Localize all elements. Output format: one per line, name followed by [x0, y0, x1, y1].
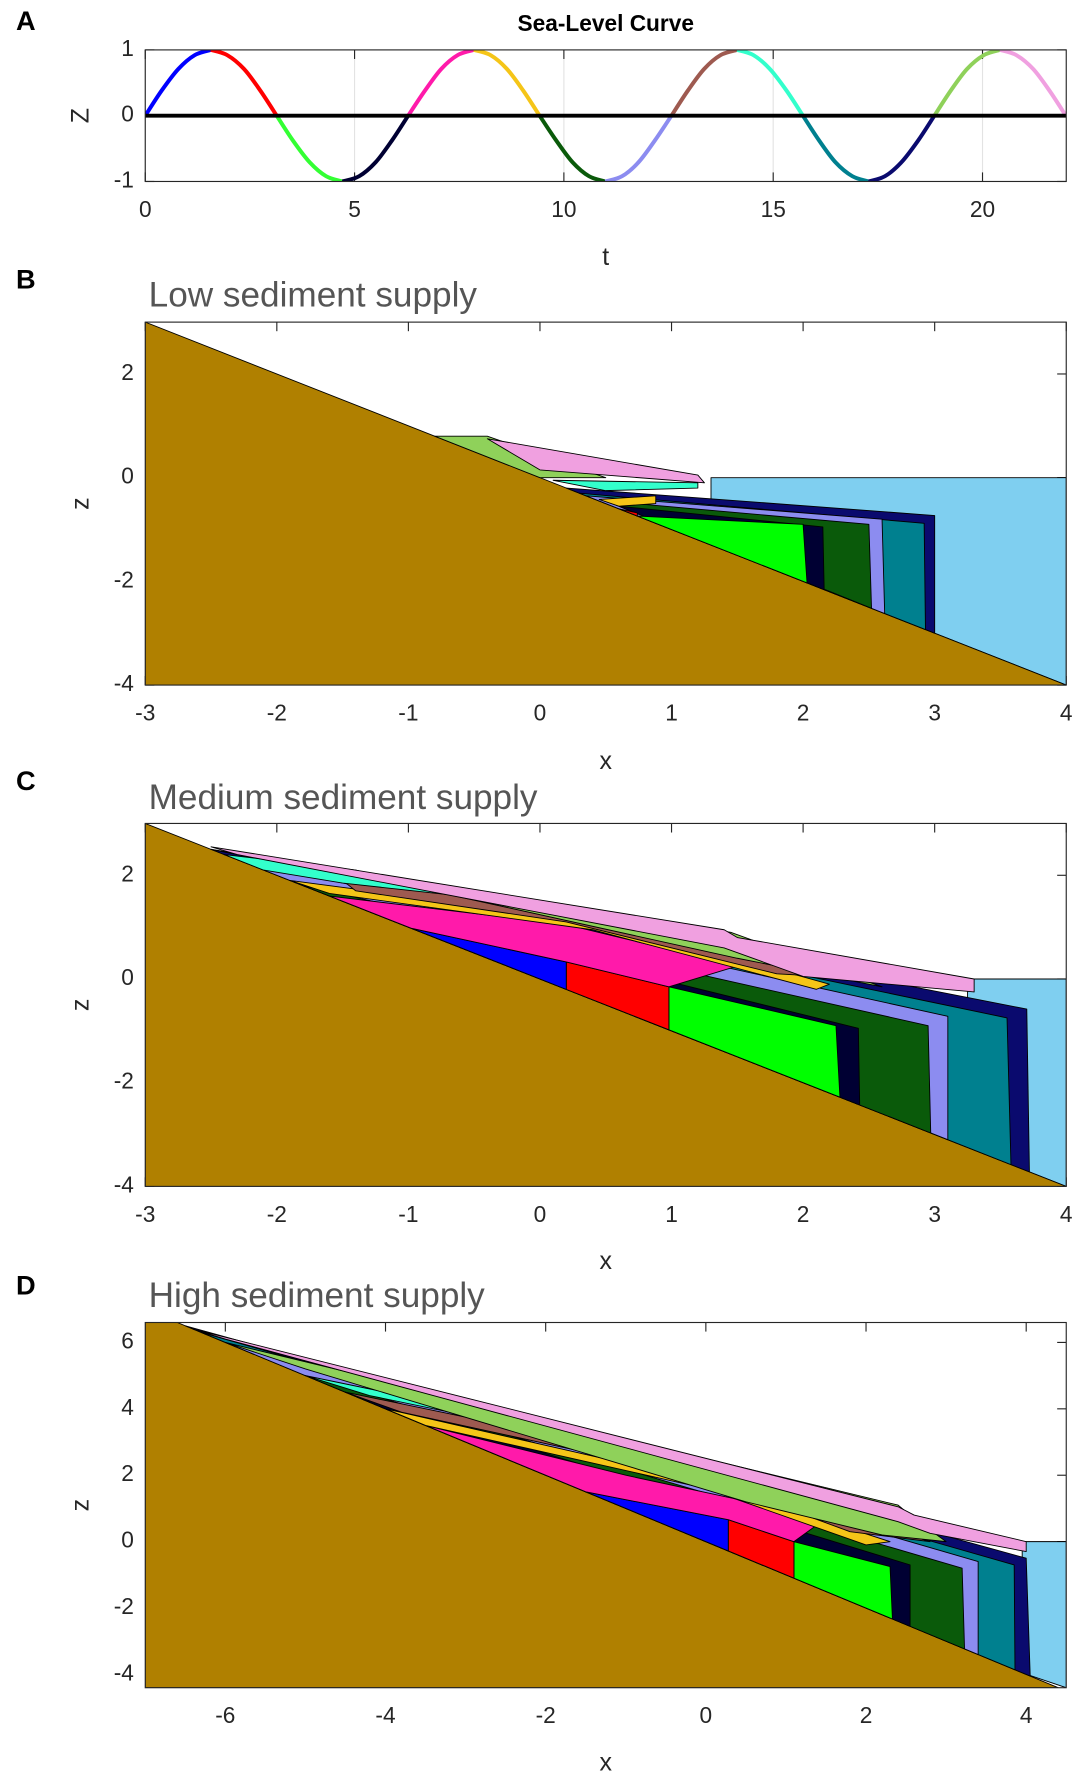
plot-layer [145, 1322, 1067, 1688]
line-series [801, 114, 870, 182]
line-series [210, 49, 279, 117]
y-tick-label: -2 [114, 1593, 134, 1619]
y-axis-label: z [66, 497, 94, 509]
y-tick-label: 1 [121, 35, 134, 61]
stratum [618, 508, 638, 517]
panel-label: A [16, 5, 36, 36]
axes-box [144, 822, 1067, 1187]
x-tick-label: -3 [135, 1201, 155, 1227]
x-tick-label: -3 [135, 700, 155, 726]
x-tick-label: 4 [1020, 1702, 1033, 1728]
x-tick-label: 2 [797, 1201, 810, 1227]
x-tick-label: -2 [267, 700, 287, 726]
line-series [406, 49, 475, 117]
y-tick-label: 0 [121, 964, 134, 990]
line-series [999, 49, 1067, 117]
axes-box [144, 321, 1067, 686]
x-tick-label: 4 [1060, 700, 1073, 726]
stratum [145, 1322, 1059, 1688]
line-series [145, 49, 212, 117]
line-series [736, 49, 805, 117]
x-axis-label: x [600, 747, 613, 775]
plot-layer [145, 322, 1067, 686]
line-series [932, 49, 1001, 117]
x-tick-label: 0 [534, 700, 547, 726]
x-tick-label: 5 [348, 196, 361, 222]
stratum [636, 515, 808, 584]
x-tick-label: -1 [398, 1201, 418, 1227]
y-tick-label: -4 [114, 1171, 134, 1197]
stratum [598, 495, 657, 507]
line-series [275, 114, 344, 182]
x-tick-label: 1 [665, 1201, 678, 1227]
x-tick-label: 15 [761, 196, 786, 222]
x-tick-label: 0 [139, 196, 152, 222]
line-series [604, 114, 674, 182]
chart-title: Sea-Level Curve [518, 10, 694, 36]
y-tick-label: 2 [121, 359, 134, 385]
x-tick-label: 4 [1060, 1201, 1073, 1227]
axes-box [144, 1321, 1067, 1689]
x-tick-label: 3 [928, 700, 941, 726]
x-tick-label: 0 [534, 1201, 547, 1227]
y-axis-label: Z [66, 108, 94, 123]
y-tick-label: 2 [121, 1460, 134, 1486]
stratum [224, 1341, 947, 1543]
x-tick-label: 20 [970, 196, 995, 222]
y-tick-label: -1 [114, 166, 134, 192]
line-series [868, 114, 937, 182]
y-tick-label: 4 [121, 1394, 134, 1420]
stratum [425, 1424, 827, 1543]
chart-title: Medium sediment supply [149, 778, 538, 817]
plot-layer [145, 823, 1067, 1187]
chart-title: High sediment supply [149, 1276, 486, 1315]
line-series [669, 49, 738, 117]
y-tick-label: 0 [121, 463, 134, 489]
y-tick-label: -2 [114, 1068, 134, 1094]
line-series [341, 114, 410, 182]
plot-layer [145, 49, 1067, 182]
stratum [486, 438, 705, 484]
chart-title: Low sediment supply [149, 275, 478, 314]
x-tick-label: -6 [215, 1702, 235, 1728]
line-series [473, 49, 542, 117]
y-tick-label: 2 [121, 860, 134, 886]
y-tick-label: 0 [121, 1527, 134, 1553]
y-tick-label: -4 [114, 670, 134, 696]
line-series [537, 114, 606, 182]
panel-label: B [16, 263, 36, 294]
x-tick-label: -4 [375, 1702, 395, 1728]
x-axis-label: x [600, 1748, 613, 1776]
y-tick-label: 0 [121, 101, 134, 127]
x-tick-label: 1 [665, 700, 678, 726]
x-tick-label: -2 [536, 1702, 556, 1728]
x-tick-label: 0 [700, 1702, 713, 1728]
y-tick-label: 6 [121, 1327, 134, 1353]
stratum [210, 846, 975, 993]
y-tick-label: -2 [114, 566, 134, 592]
stratum [192, 1328, 1027, 1553]
x-tick-label: 10 [551, 196, 576, 222]
x-tick-label: -2 [267, 1201, 287, 1227]
y-axis-label: z [66, 999, 94, 1011]
x-tick-label: -1 [398, 700, 418, 726]
y-tick-label: -4 [114, 1659, 134, 1685]
panel-label: C [16, 765, 36, 796]
axes-box [144, 49, 1067, 183]
x-axis-label: x [600, 1247, 613, 1275]
panel-label: D [16, 1270, 36, 1301]
x-tick-label: 3 [928, 1201, 941, 1227]
x-axis-label: t [602, 243, 609, 271]
stratum [552, 479, 699, 492]
x-tick-label: 2 [797, 700, 810, 726]
y-axis-label: z [66, 1499, 94, 1511]
x-tick-label: 2 [860, 1702, 873, 1728]
